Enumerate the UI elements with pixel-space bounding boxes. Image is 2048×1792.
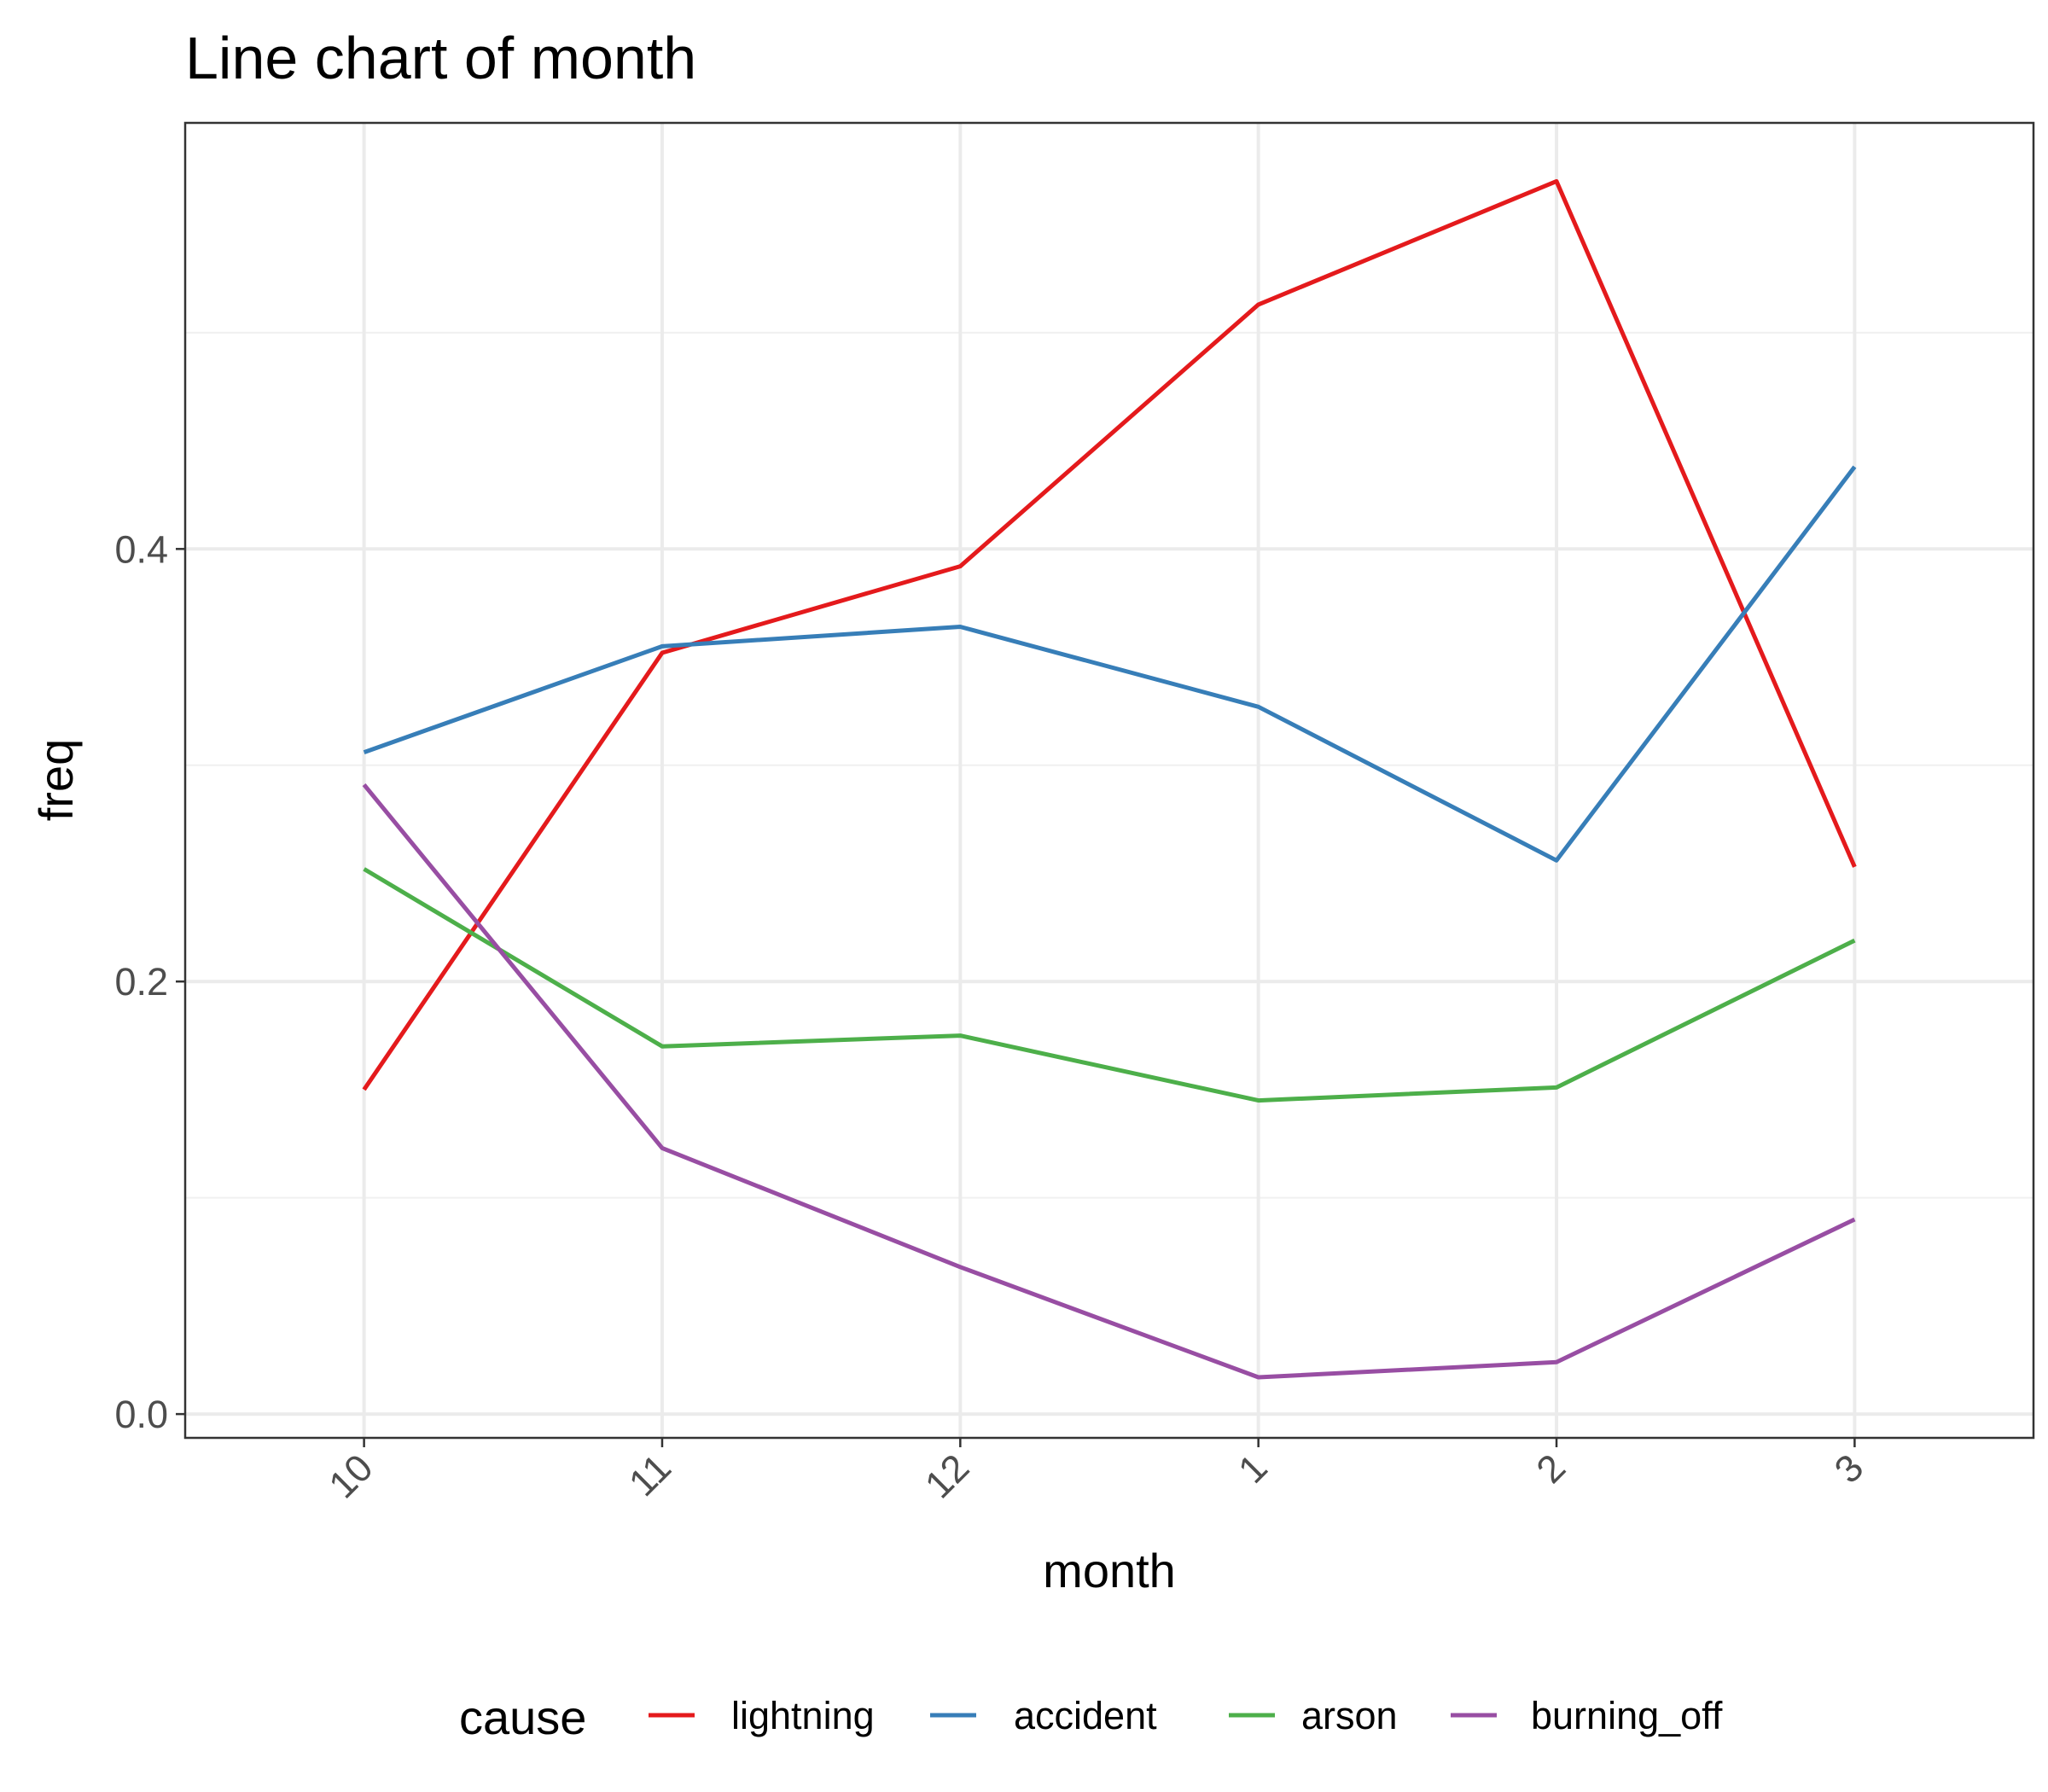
series-line-accident <box>363 465 1857 863</box>
legend-title: cause <box>459 1690 586 1744</box>
y-axis-ticks: 0.0 0.2 0.4 <box>114 527 185 1436</box>
series-line-arson <box>363 867 1856 1103</box>
series-lines <box>362 178 1857 1380</box>
series-line-lightning <box>362 178 1857 1091</box>
x-tick-label-0: 10 <box>320 1446 381 1506</box>
chart-title: Line chart of month <box>185 25 696 91</box>
legend-label-accident: accident <box>1014 1694 1157 1737</box>
y-tick-label-2: 0.4 <box>114 527 168 571</box>
legend-label-arson: arson <box>1301 1694 1398 1737</box>
legend-label-lightning: lightning <box>731 1694 875 1737</box>
y-tick-label-1: 0.2 <box>114 960 168 1004</box>
plot-border <box>183 121 2035 1440</box>
x-axis-title: month <box>1043 1544 1176 1597</box>
series-line-burning-off <box>362 783 1856 1380</box>
x-tick-label-3: 1 <box>1230 1446 1276 1492</box>
x-tick-label-2: 12 <box>916 1446 977 1506</box>
grid-minor <box>185 331 2033 1199</box>
x-tick-label-5: 3 <box>1826 1446 1872 1492</box>
y-tick-label-0: 0.0 <box>114 1393 168 1436</box>
x-tick-label-1: 11 <box>620 1446 679 1504</box>
legend-label-burning-off: burning_off <box>1531 1694 1723 1737</box>
x-axis-ticks: 10 11 12 1 2 3 <box>320 1438 1871 1506</box>
legend: cause lightning accident arson burning_off <box>459 1690 1723 1744</box>
plot-background <box>185 123 2033 1438</box>
x-tick-label-4: 2 <box>1527 1446 1574 1492</box>
y-axis-title: freq <box>29 739 83 822</box>
grid-major <box>185 123 2033 1438</box>
